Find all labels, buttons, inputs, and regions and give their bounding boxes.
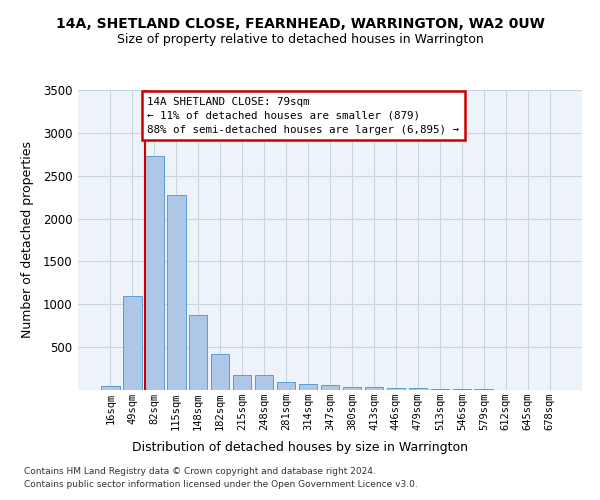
Bar	[233, 375, 251, 390]
Bar	[277, 382, 295, 390]
Bar	[365, 387, 383, 390]
Bar	[123, 296, 142, 390]
Text: 14A, SHETLAND CLOSE, FEARNHEAD, WARRINGTON, WA2 0UW: 14A, SHETLAND CLOSE, FEARNHEAD, WARRINGT…	[56, 18, 544, 32]
Bar	[386, 388, 405, 390]
Bar	[211, 354, 229, 390]
Bar	[145, 156, 164, 390]
Bar	[320, 386, 340, 390]
Text: Contains public sector information licensed under the Open Government Licence v3: Contains public sector information licen…	[24, 480, 418, 489]
Bar	[409, 388, 427, 390]
Bar	[189, 314, 208, 390]
Bar	[167, 194, 185, 390]
Text: 14A SHETLAND CLOSE: 79sqm
← 11% of detached houses are smaller (879)
88% of semi: 14A SHETLAND CLOSE: 79sqm ← 11% of detac…	[148, 97, 460, 135]
Bar	[255, 376, 274, 390]
Y-axis label: Number of detached properties: Number of detached properties	[22, 142, 34, 338]
Text: Size of property relative to detached houses in Warrington: Size of property relative to detached ho…	[116, 32, 484, 46]
Text: Distribution of detached houses by size in Warrington: Distribution of detached houses by size …	[132, 441, 468, 454]
Bar	[343, 386, 361, 390]
Text: Contains HM Land Registry data © Crown copyright and database right 2024.: Contains HM Land Registry data © Crown c…	[24, 467, 376, 476]
Bar	[299, 384, 317, 390]
Bar	[452, 389, 471, 390]
Bar	[431, 388, 449, 390]
Bar	[101, 386, 119, 390]
